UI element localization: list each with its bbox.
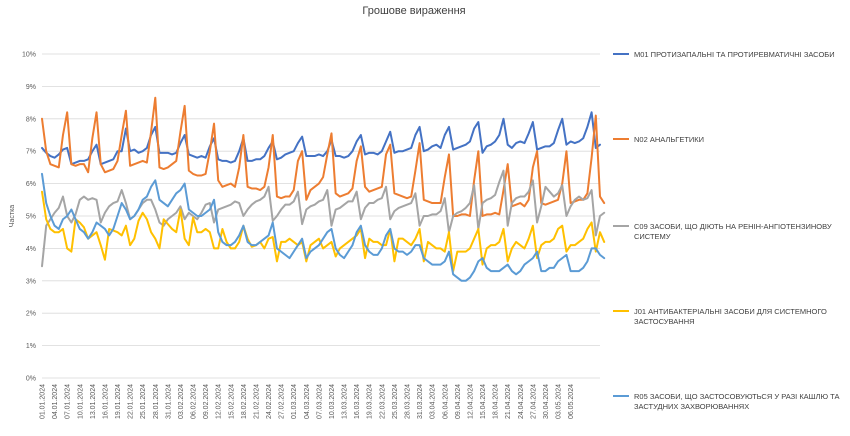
x-tick-label: 07.03.2024 xyxy=(316,384,323,419)
legend-label: N02 АНАЛЬГЕТИКИ xyxy=(634,135,704,144)
x-tick-label: 09.04.2024 xyxy=(455,384,462,419)
x-tick-label: 15.04.2024 xyxy=(480,384,487,419)
x-tick-label: 10.01.2024 xyxy=(77,384,84,419)
x-tick-label: 09.02.2024 xyxy=(203,384,210,419)
x-tick-label: 19.03.2024 xyxy=(367,384,374,419)
x-tick-label: 16.01.2024 xyxy=(102,384,109,419)
x-tick-label: 12.02.2024 xyxy=(216,384,223,419)
x-tick-label: 03.02.2024 xyxy=(178,384,185,419)
legend-label: R05 ЗАСОБИ, ЩО ЗАСТОСОВУЮТЬСЯ У РАЗІ КАШ… xyxy=(634,392,839,411)
legend: M01 ПРОТИЗАПАЛЬНІ ТА ПРОТИРЕВМАТИЧНІ ЗАС… xyxy=(613,50,839,411)
gridlines xyxy=(42,53,600,379)
legend-label: C09 ЗАСОБИ, ЩО ДІЮТЬ НА РЕНІН-АНГІОТЕНЗИ… xyxy=(634,222,832,241)
x-tick-label: 10.03.2024 xyxy=(329,384,336,419)
y-tick-label: 3% xyxy=(26,278,36,285)
x-tick-label: 04.01.2024 xyxy=(52,384,59,419)
x-tick-label: 21.02.2024 xyxy=(253,384,260,419)
x-tick-label: 30.04.2024 xyxy=(543,384,550,419)
y-tick-label: 0% xyxy=(26,376,36,383)
x-tick-label: 27.04.2024 xyxy=(530,384,537,419)
x-tick-label: 31.01.2024 xyxy=(165,384,172,419)
x-axis-ticks: 01.01.2024 04.01.2024 07.01.2024 10.01.2024… xyxy=(40,384,576,419)
x-tick-label: 01.01.2024 xyxy=(40,384,47,419)
x-tick-label: 18.02.2024 xyxy=(241,384,248,419)
x-tick-label: 12.04.2024 xyxy=(467,384,474,419)
x-tick-label: 24.02.2024 xyxy=(266,384,273,419)
y-tick-label: 1% xyxy=(26,343,36,350)
x-tick-label: 07.01.2024 xyxy=(65,384,72,419)
x-tick-label: 06.05.2024 xyxy=(568,384,575,419)
x-tick-label: 03.04.2024 xyxy=(430,384,437,419)
chart-title: Грошове вираження xyxy=(362,5,465,17)
legend-label: J01 АНТИБАКТЕРІАЛЬНІ ЗАСОБИ ДЛЯ СИСТЕМНО… xyxy=(634,307,827,326)
x-tick-label: 13.03.2024 xyxy=(342,384,349,419)
x-tick-label: 06.04.2024 xyxy=(442,384,449,419)
x-tick-label: 01.03.2024 xyxy=(291,384,298,419)
x-tick-label: 04.03.2024 xyxy=(304,384,311,419)
x-tick-label: 28.03.2024 xyxy=(405,384,412,419)
series-line-5 xyxy=(41,172,606,282)
y-tick-label: 10% xyxy=(22,52,36,59)
x-tick-label: 13.01.2024 xyxy=(90,384,97,419)
y-tick-label: 5% xyxy=(26,214,36,221)
x-tick-label: 15.02.2024 xyxy=(228,384,235,419)
y-tick-label: 8% xyxy=(26,116,36,123)
y-tick-label: 9% xyxy=(26,84,36,91)
y-tick-label: 2% xyxy=(26,311,36,318)
x-tick-label: 19.01.2024 xyxy=(115,384,122,419)
y-tick-label: 6% xyxy=(26,181,36,188)
x-tick-label: 25.01.2024 xyxy=(140,384,147,419)
y-tick-label: 4% xyxy=(26,246,36,253)
x-tick-label: 18.04.2024 xyxy=(493,384,500,419)
x-tick-label: 24.04.2024 xyxy=(518,384,525,419)
x-tick-label: 31.03.2024 xyxy=(417,384,424,419)
x-tick-label: 03.05.2024 xyxy=(556,384,563,419)
series-line-4 xyxy=(41,190,606,273)
x-tick-label: 21.04.2024 xyxy=(505,384,512,419)
x-tick-label: 27.02.2024 xyxy=(279,384,286,419)
x-tick-label: 25.03.2024 xyxy=(392,384,399,419)
series-line-2 xyxy=(41,96,606,217)
x-tick-label: 28.01.2024 xyxy=(153,384,160,419)
legend-label: M01 ПРОТИЗАПАЛЬНІ ТА ПРОТИРЕВМАТИЧНІ ЗАС… xyxy=(634,50,835,59)
y-axis-ticks: 0% 1% 2% 3% 4% 5% 6% 7% 8% 9% 10% xyxy=(22,52,36,383)
x-tick-label: 16.03.2024 xyxy=(354,384,361,419)
plot-area xyxy=(41,96,606,282)
x-tick-label: 06.02.2024 xyxy=(191,384,198,419)
y-tick-label: 7% xyxy=(26,149,36,156)
series-line-3 xyxy=(41,169,606,268)
x-tick-label: 22.03.2024 xyxy=(379,384,386,419)
y-axis-label: Частка xyxy=(9,205,16,227)
series-line-1 xyxy=(41,111,601,166)
x-tick-label: 22.01.2024 xyxy=(128,384,135,419)
